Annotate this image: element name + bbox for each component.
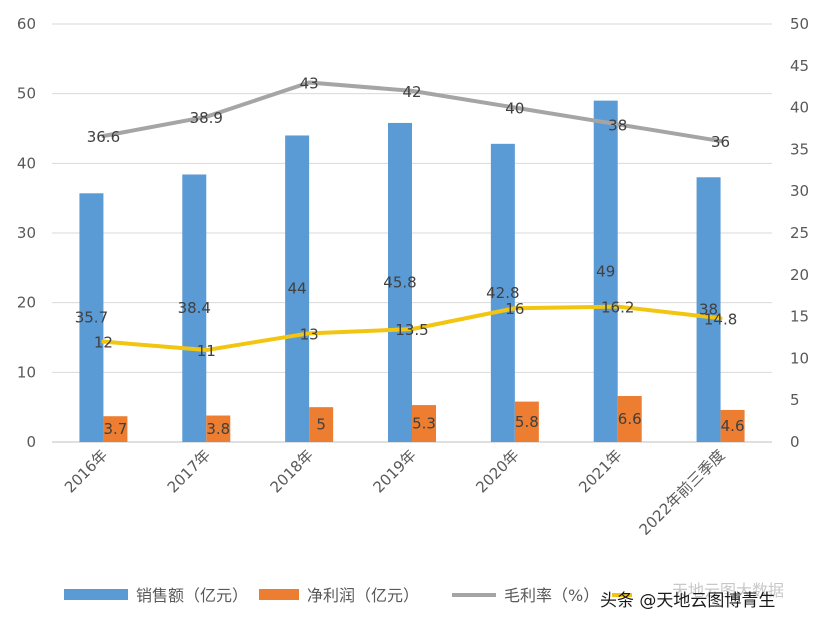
y-right-tick-label: 10 (790, 349, 809, 367)
legend-swatch-sales (64, 589, 128, 600)
watermark: 天地云图大数据 头条 @天地云图博青生 (600, 581, 784, 611)
data-label-gross-margin: 42 (402, 83, 421, 101)
data-label-net-margin: 11 (197, 342, 216, 360)
data-label-net-margin: 16.2 (601, 299, 634, 317)
watermark-faint-text: 天地云图大数据 (672, 581, 784, 600)
data-label-gross-margin: 36.6 (87, 128, 120, 146)
data-label-sales: 35.7 (75, 309, 108, 327)
bar-sales (79, 193, 104, 442)
category-label: 2019年 (369, 446, 419, 496)
data-label-net-margin: 13 (300, 325, 319, 343)
bar-net-profit (617, 396, 642, 442)
category-label: 2020年 (472, 446, 522, 496)
data-label-net-profit: 5.8 (515, 413, 539, 431)
data-label-net-margin: 12 (94, 334, 113, 352)
data-label-net-profit: 5 (316, 416, 326, 434)
bar-net-profit (720, 409, 745, 442)
bar-net-profit (412, 405, 436, 442)
data-label-net-margin: 13.5 (395, 321, 428, 339)
bar-sales (696, 177, 721, 442)
legend-label-profit: 净利润（亿元） (307, 586, 419, 605)
y-right-tick-label: 25 (790, 224, 809, 242)
left-axis-ticks: 0 10 20 30 40 50 60 (17, 15, 36, 451)
y-left-tick-label: 0 (26, 433, 36, 451)
bar-net-profit (103, 416, 128, 442)
data-label-gross-margin: 38.9 (190, 109, 223, 127)
right-axis-ticks: 0 5 10 15 20 25 30 35 40 45 50 (790, 15, 809, 451)
bar-series (79, 100, 745, 443)
y-right-tick-label: 50 (790, 15, 809, 33)
data-label-net-profit: 3.7 (103, 420, 127, 438)
data-label-sales: 45.8 (383, 273, 416, 291)
y-right-tick-label: 0 (790, 433, 800, 451)
y-left-tick-label: 20 (17, 294, 36, 312)
category-label: 2016年 (61, 446, 111, 496)
data-label-net-margin: 16 (505, 300, 524, 318)
data-label-gross-margin: 43 (300, 75, 319, 93)
y-left-tick-label: 10 (17, 363, 36, 381)
bar-net-profit (309, 407, 334, 442)
data-label-sales: 38.4 (178, 299, 211, 317)
bar-sales (593, 100, 618, 442)
legend: 销售额（亿元） 净利润（亿元） 毛利率（%） (64, 586, 599, 605)
data-label-sales: 42.8 (486, 284, 519, 302)
data-label-gross-margin: 38 (608, 116, 627, 134)
y-left-tick-label: 40 (17, 154, 36, 172)
data-label-gross-margin: 36 (711, 133, 730, 151)
category-label: 2018年 (267, 446, 317, 496)
y-left-tick-label: 30 (17, 224, 36, 242)
y-right-tick-label: 30 (790, 182, 809, 200)
data-label-net-profit: 4.6 (721, 417, 745, 435)
data-label-sales: 44 (288, 280, 307, 298)
data-label-sales: 49 (596, 262, 615, 280)
category-label: 2021年 (575, 446, 625, 496)
data-labels: 35.7 3.7 36.6 12 38.4 3.8 38.9 11 44 5 43 13 45.8 5.3… (75, 75, 745, 439)
bar-sales (490, 143, 515, 442)
legend-label-sales: 销售额（亿元） (136, 586, 248, 605)
line-net-margin (101, 304, 723, 353)
legend-swatch-profit (259, 589, 299, 600)
data-label-net-profit: 5.3 (412, 415, 436, 433)
y-left-tick-label: 50 (17, 85, 36, 103)
y-right-tick-label: 40 (790, 99, 809, 117)
y-right-tick-label: 20 (790, 266, 809, 284)
legend-label-gross-margin: 毛利率（%） (504, 586, 599, 605)
data-label-net-profit: 3.8 (206, 420, 230, 438)
bar-net-profit (514, 401, 539, 442)
watermark-text: 头条 @天地云图博青生 (600, 591, 775, 611)
category-labels: 2016年 2017年 2018年 2019年 2020年 2021年 2022年前三季度 (61, 446, 728, 539)
y-right-tick-label: 15 (790, 308, 809, 326)
data-label-net-profit: 6.6 (618, 410, 642, 428)
bar-net-profit (206, 415, 231, 442)
y-left-tick-label: 60 (17, 15, 36, 33)
category-label: 2022年前三季度 (636, 446, 729, 539)
data-label-gross-margin: 40 (505, 100, 524, 118)
y-right-tick-label: 5 (790, 391, 800, 409)
y-right-tick-label: 35 (790, 140, 809, 158)
y-right-tick-label: 45 (790, 57, 809, 75)
line-gross-margin (101, 80, 723, 144)
bar-sales (388, 122, 412, 442)
category-label: 2017年 (164, 446, 214, 496)
line-series (101, 80, 723, 353)
data-label-sales: 38 (699, 301, 718, 319)
data-label-net-margin: 14.8 (704, 310, 737, 328)
bar-sales (182, 174, 207, 443)
bar-sales (285, 135, 310, 442)
